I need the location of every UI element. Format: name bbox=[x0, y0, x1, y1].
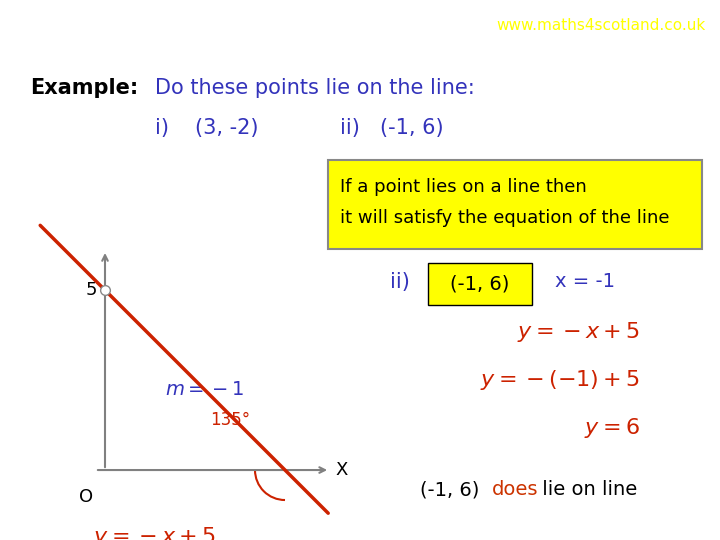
Text: $y = -x + 5$: $y = -x + 5$ bbox=[517, 320, 640, 344]
Text: If a point lies on a line then: If a point lies on a line then bbox=[340, 178, 587, 196]
Text: $m = -1$: $m = -1$ bbox=[165, 380, 245, 399]
Text: x = -1: x = -1 bbox=[555, 272, 615, 291]
Text: $y = 6$: $y = 6$ bbox=[584, 416, 640, 440]
Text: 135°: 135° bbox=[210, 411, 250, 429]
Text: it will satisfy the equation of the line: it will satisfy the equation of the line bbox=[340, 209, 670, 227]
Text: (-1, 6): (-1, 6) bbox=[420, 480, 485, 499]
Text: (3, -2): (3, -2) bbox=[195, 118, 258, 138]
Text: ii): ii) bbox=[390, 272, 410, 292]
Text: does: does bbox=[492, 480, 539, 499]
Text: lie on line: lie on line bbox=[536, 480, 637, 499]
Text: maths4Scotland: maths4Scotland bbox=[13, 11, 240, 39]
Text: (-1, 6): (-1, 6) bbox=[380, 118, 444, 138]
FancyBboxPatch shape bbox=[428, 263, 532, 305]
Text: $y = -x + 5$: $y = -x + 5$ bbox=[94, 525, 217, 540]
Text: (-1, 6): (-1, 6) bbox=[450, 275, 510, 294]
FancyBboxPatch shape bbox=[328, 160, 702, 249]
Text: i): i) bbox=[155, 118, 169, 138]
Text: www.maths4scotland.co.uk: www.maths4scotland.co.uk bbox=[496, 18, 706, 32]
Text: 5: 5 bbox=[86, 281, 97, 299]
Text: O: O bbox=[79, 488, 93, 506]
Text: Example:: Example: bbox=[30, 78, 138, 98]
Text: X: X bbox=[335, 461, 347, 479]
Text: $y = -(-1) + 5$: $y = -(-1) + 5$ bbox=[480, 368, 640, 392]
Text: ii): ii) bbox=[340, 118, 360, 138]
Text: Do these points lie on the line:: Do these points lie on the line: bbox=[155, 78, 474, 98]
